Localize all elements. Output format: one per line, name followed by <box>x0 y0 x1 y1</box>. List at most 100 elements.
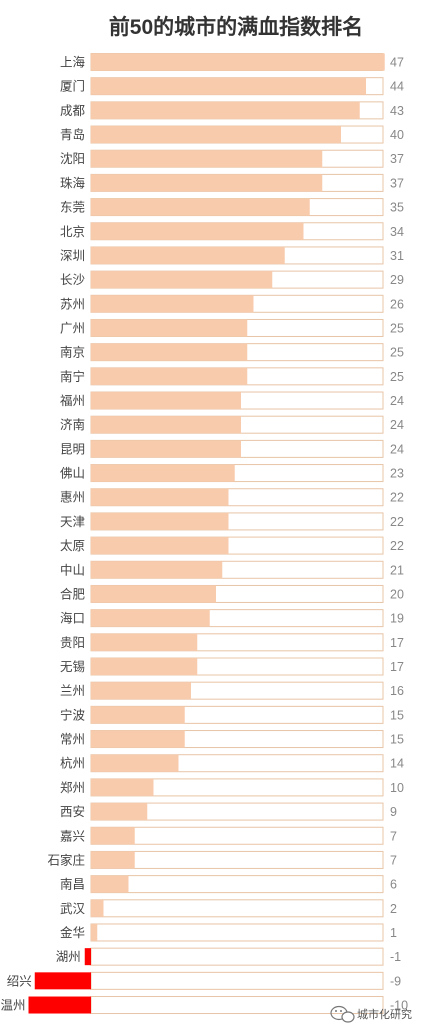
category-label: 昆明 <box>60 442 85 456</box>
category-label: 惠州 <box>60 491 85 505</box>
category-label: 武汉 <box>60 902 86 916</box>
value-label: 9 <box>390 805 397 819</box>
category-label: 嘉兴 <box>60 829 85 843</box>
category-label: 贵阳 <box>60 636 85 650</box>
value-label: 23 <box>390 467 404 481</box>
category-label: 上海 <box>60 55 86 70</box>
category-label: 济南 <box>60 417 85 432</box>
value-label: 37 <box>390 176 404 190</box>
bar <box>91 101 360 119</box>
bar-row: 海口 19 <box>60 609 404 628</box>
bar-row: 湖州 -1 <box>56 947 401 966</box>
value-label: -1 <box>390 950 401 964</box>
category-label: 北京 <box>60 225 85 239</box>
bar <box>91 730 185 748</box>
bar <box>91 77 366 95</box>
category-label: 深圳 <box>60 249 85 263</box>
category-label: 广州 <box>60 321 85 335</box>
bar-row: 济南 24 <box>60 415 404 434</box>
bar <box>91 633 198 651</box>
bar <box>91 150 323 168</box>
bar <box>28 996 91 1014</box>
bar-row: 宁波 15 <box>60 705 404 724</box>
category-label: 南宁 <box>60 369 85 384</box>
chart-title: 前50的城市的满血指数排名 <box>109 15 363 39</box>
value-label: 35 <box>390 201 404 215</box>
bar-row: 成都 43 <box>60 101 404 120</box>
value-label: 44 <box>390 80 404 94</box>
bar-row: 郑州 10 <box>60 778 404 797</box>
bar-track <box>90 850 384 869</box>
bar-row: 昆明 24 <box>60 439 404 458</box>
value-label: 1 <box>390 926 397 940</box>
category-label: 青岛 <box>60 127 85 142</box>
category-label: 杭州 <box>60 756 85 771</box>
watermark: 城市化研究 <box>330 1005 412 1023</box>
value-label: 15 <box>390 708 404 722</box>
value-label: 6 <box>390 878 397 892</box>
value-label: 22 <box>390 515 404 529</box>
bar <box>91 803 148 821</box>
bar-row: 金华 1 <box>60 923 397 942</box>
bar-row: 常州 15 <box>60 730 404 749</box>
category-label: 中山 <box>60 562 85 577</box>
category-label: 长沙 <box>60 273 86 287</box>
value-label: 14 <box>390 757 404 771</box>
value-label: 22 <box>390 539 404 553</box>
bar <box>91 537 229 555</box>
value-label: 21 <box>390 563 404 577</box>
value-label: 47 <box>390 56 404 70</box>
bar-row: 贵阳 17 <box>60 633 404 652</box>
category-label: 天津 <box>60 515 85 529</box>
bar-row: 太原 22 <box>60 536 404 555</box>
bar <box>91 512 229 530</box>
bar <box>91 658 198 675</box>
bar-row: 青岛 40 <box>60 125 404 144</box>
bar <box>91 271 273 289</box>
value-label: -9 <box>390 974 401 988</box>
category-label: 珠海 <box>60 175 86 190</box>
bar-row: 苏州 26 <box>60 294 404 313</box>
bar <box>91 609 210 627</box>
value-label: 7 <box>390 853 397 867</box>
bar <box>91 295 254 313</box>
category-label: 兰州 <box>60 684 85 698</box>
category-label: 南京 <box>60 345 85 360</box>
bar <box>91 827 135 845</box>
value-label: 25 <box>390 370 404 384</box>
category-label: 海口 <box>60 611 85 626</box>
bar-row: 兰州 16 <box>60 681 404 700</box>
bar-track <box>90 875 384 894</box>
category-label: 苏州 <box>60 296 85 311</box>
bar-row: 福州 24 <box>60 391 404 410</box>
category-label: 无锡 <box>60 659 85 674</box>
bar-track <box>90 923 384 942</box>
bar-row: 沈阳 37 <box>60 149 404 168</box>
category-label: 湖州 <box>56 949 81 964</box>
bar-row: 长沙 29 <box>60 270 404 289</box>
bar <box>91 246 285 264</box>
category-label: 石家庄 <box>47 852 85 867</box>
value-label: 34 <box>390 225 404 239</box>
bar <box>91 561 223 579</box>
bar-row: 深圳 31 <box>60 246 404 265</box>
bar-track <box>90 899 384 918</box>
bar <box>91 222 304 240</box>
bar-row: 珠海 37 <box>60 173 404 192</box>
bar-row: 佛山 23 <box>60 464 404 483</box>
bar <box>91 754 179 772</box>
value-label: 10 <box>390 781 404 795</box>
category-label: 郑州 <box>60 780 85 795</box>
watermark-text: 城市化研究 <box>357 1007 412 1021</box>
category-label: 金华 <box>60 925 85 940</box>
bar-row: 杭州 14 <box>60 754 404 773</box>
value-label: 17 <box>390 660 404 674</box>
bar <box>91 198 310 216</box>
bar-row: 合肥 20 <box>60 584 404 603</box>
bar-row: 惠州 22 <box>60 488 404 507</box>
bar <box>91 682 191 700</box>
bar-row: 西安 9 <box>60 802 397 821</box>
bar <box>91 392 241 410</box>
